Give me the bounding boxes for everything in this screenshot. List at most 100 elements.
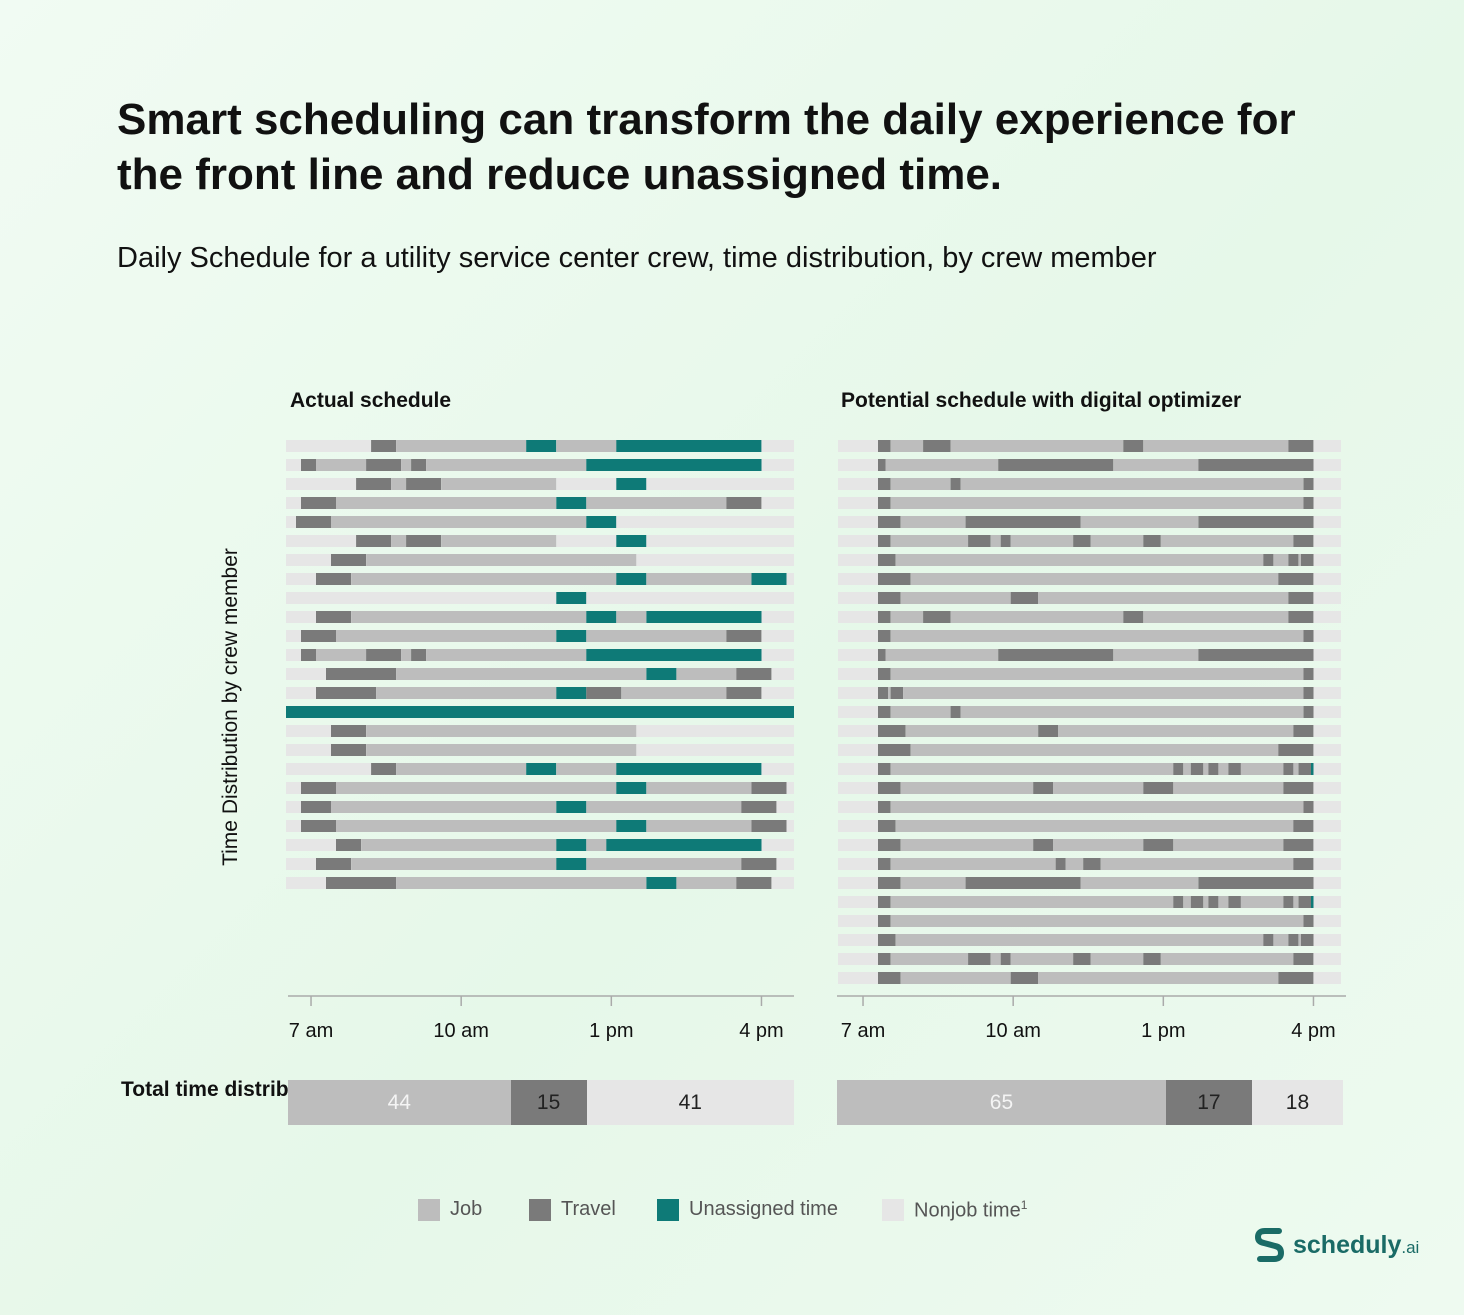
chart1-row21-segment-N: [786, 820, 794, 832]
chart2-row12-segment-T: [998, 649, 1114, 661]
chart1-total-N-segment: 41: [586, 1080, 794, 1125]
actual-total-bar: 44 15 41: [288, 1080, 794, 1125]
chart1-row18-segment-J: [556, 763, 617, 775]
chart1-row6-segment-N: [646, 535, 794, 547]
chart2-row16-segment-T: [878, 725, 906, 737]
chart2-row25-segment-J: [1240, 896, 1284, 908]
chart2-row4-segment-N: [1313, 497, 1341, 509]
chart1-row16-segment-N: [286, 725, 331, 737]
chart1-row5-segment-J: [331, 516, 587, 528]
chart2-row18-segment-U: [1311, 763, 1314, 775]
chart2-row28-segment-T: [1000, 953, 1011, 965]
chart1-row3-segment-N: [646, 478, 794, 490]
scheduly-logo: scheduly.ai: [1255, 1228, 1419, 1262]
chart2-row16-segment-J: [905, 725, 1039, 737]
chart2-row14-segment-J: [888, 687, 891, 699]
legend-travel-swatch: [529, 1198, 551, 1221]
chart1-row4-segment-J: [336, 497, 557, 509]
chart1-row2-segment-T: [366, 459, 402, 471]
chart2-row23-segment-J: [1065, 858, 1084, 870]
chart2-row6-segment-J: [890, 535, 969, 547]
chart2-row17-segment-N: [1313, 744, 1341, 756]
chart1-row5-segment-N: [286, 516, 296, 528]
chart1-row19-segment-N: [786, 782, 794, 794]
chart1-row22-segment-U: [606, 839, 762, 851]
legend-job: Job: [418, 1198, 482, 1221]
chart1-x-tick-label-4: 4 pm: [739, 1020, 783, 1042]
chart1-row20-segment-T: [741, 801, 777, 813]
chart1-row2-segment-T: [411, 459, 427, 471]
chart1-row7-segment-N: [636, 554, 794, 566]
legend-unassigned-label: Unassigned time: [689, 1198, 838, 1220]
chart2-row28-segment-J: [1090, 953, 1144, 965]
chart2-row16-segment-T: [1293, 725, 1314, 737]
chart1-row24-segment-T: [326, 877, 397, 889]
legend-job-label: Job: [450, 1198, 483, 1220]
chart2-row15-segment-J: [890, 706, 951, 718]
chart2-row9-segment-T: [878, 592, 901, 604]
chart2-row15-segment-T: [878, 706, 891, 718]
scheduly-s-icon: [1255, 1228, 1285, 1262]
chart1-row6-segment-U: [616, 535, 647, 547]
legend-unassigned-swatch: [657, 1198, 679, 1221]
chart2-row19-segment-J: [1053, 782, 1144, 794]
chart1-row14-segment-N: [761, 687, 794, 699]
chart2-total-T-segment: 17: [1165, 1080, 1252, 1125]
chart2-row27-segment-N: [1313, 934, 1341, 946]
chart2-row5-segment-N: [838, 516, 878, 528]
chart2-row1-segment-T: [878, 440, 891, 452]
chart2-row6-segment-J: [1160, 535, 1294, 547]
chart2-row20-segment-J: [890, 801, 1304, 813]
legend-nonjob: Nonjob time1: [882, 1198, 1027, 1223]
chart2-row8-segment-N: [1313, 573, 1341, 585]
chart1-row3-segment-T: [406, 478, 442, 490]
chart2-row25-segment-J: [1183, 896, 1191, 908]
chart1-row5-segment-N: [616, 516, 794, 528]
chart1-row22-segment-T: [336, 839, 361, 851]
chart2-row15-segment-T: [1303, 706, 1314, 718]
chart2-row20-segment-N: [838, 801, 878, 813]
chart2-row6-segment-T: [1073, 535, 1091, 547]
chart2-row10-segment-T: [1123, 611, 1144, 623]
chart1-row20-segment-J: [331, 801, 557, 813]
chart1-row11-segment-J: [586, 630, 727, 642]
legend-nonjob-swatch: [882, 1199, 904, 1222]
chart2-row19-segment-N: [838, 782, 878, 794]
chart2-row9-segment-N: [1313, 592, 1341, 604]
chart2-row7-segment-T: [1263, 554, 1274, 566]
chart1-row11-segment-T: [301, 630, 336, 642]
chart1-row24-segment-T: [736, 877, 772, 889]
chart1-row13-segment-J: [396, 668, 647, 680]
chart1-row24-segment-U: [646, 877, 677, 889]
chart1-row1-segment-U: [526, 440, 557, 452]
chart2-row17-segment-T: [1278, 744, 1314, 756]
chart2-row8-segment-N: [838, 573, 878, 585]
chart2-row23-segment-J: [890, 858, 1056, 870]
chart1-row8-segment-J: [351, 573, 617, 585]
chart1-row21-segment-T: [301, 820, 336, 832]
chart2-row2-segment-N: [1313, 459, 1341, 471]
chart1-row6-segment-J: [391, 535, 407, 547]
chart2-row8-segment-T: [1278, 573, 1314, 585]
chart2-row18-segment-T: [878, 763, 891, 775]
chart2-row20-segment-N: [1313, 801, 1341, 813]
chart2-row11-segment-T: [1303, 630, 1314, 642]
chart2-row18-segment-J: [1218, 763, 1229, 775]
chart1-row4-segment-J: [586, 497, 727, 509]
chart2-row14-segment-T: [1303, 687, 1314, 699]
chart1-row14-segment-T: [726, 687, 762, 699]
chart2-row28-segment-T: [1293, 953, 1314, 965]
chart1-row24-segment-N: [286, 877, 326, 889]
chart1-row19-segment-J: [646, 782, 752, 794]
chart1-row11-segment-T: [726, 630, 762, 642]
chart2-row6-segment-T: [878, 535, 891, 547]
chart1-row22-segment-N: [286, 839, 336, 851]
chart1-row19-segment-N: [286, 782, 301, 794]
chart1-row12-segment-T: [411, 649, 427, 661]
chart2-row6-segment-T: [968, 535, 991, 547]
chart2-row6-segment-J: [1010, 535, 1074, 547]
chart2-row18-segment-J: [890, 763, 1174, 775]
chart2-row3-segment-N: [838, 478, 878, 490]
logo-text: scheduly.ai: [1293, 1231, 1419, 1260]
chart1-row16-segment-T: [331, 725, 366, 737]
